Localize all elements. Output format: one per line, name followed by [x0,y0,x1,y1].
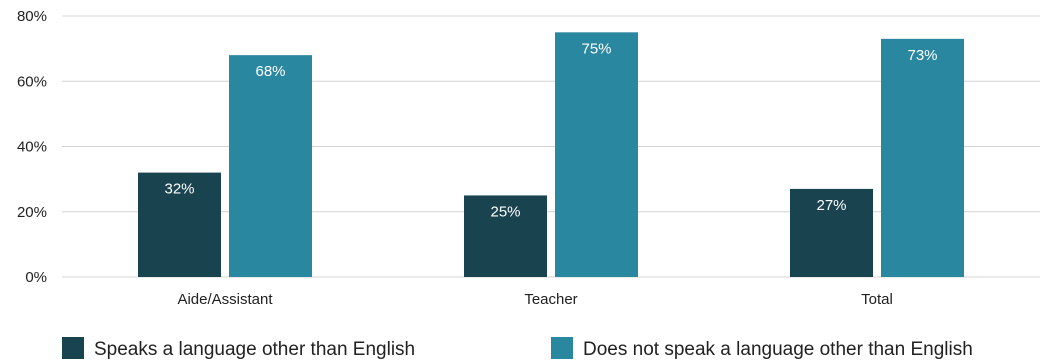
y-tick-label: 80% [17,8,47,25]
bar-data-label: 73% [907,47,937,64]
bar [464,195,547,277]
legend-swatch [551,337,573,359]
legend-label: Does not speak a language other than Eng… [583,339,973,360]
legend-item: Speaks a language other than English [62,337,415,360]
y-tick-label: 60% [17,73,47,90]
x-category-label: Teacher [524,291,577,308]
bar-data-label: 27% [816,197,846,214]
y-tick-label: 0% [25,269,47,286]
bar-data-label: 68% [255,63,285,80]
bar-data-label: 25% [490,203,520,220]
bars [138,32,964,278]
x-category-label: Aide/Assistant [177,291,273,308]
legend-swatch [62,337,84,359]
x-category-label: Total [861,291,893,308]
legend-label: Speaks a language other than English [94,339,415,360]
bar [555,32,638,277]
x-axis-category-labels: Aide/Assistant Teacher Total [177,291,892,308]
y-tick-label: 20% [17,204,47,221]
legend-item: Does not speak a language other than Eng… [551,337,973,360]
bar-data-label: 32% [164,181,194,198]
bar [881,38,964,278]
bar [790,188,873,277]
legend: Speaks a language other than English Does… [62,337,973,360]
bar-data-label: 75% [581,40,611,57]
bar-data-labels: 32% 68% 25% 75% 27% 73% [164,40,937,220]
gridlines [62,15,1040,278]
y-tick-label: 40% [17,139,47,156]
y-axis-tick-labels: 0% 20% 40% 60% 80% [17,8,47,286]
bar [229,55,312,278]
bar [138,172,221,277]
